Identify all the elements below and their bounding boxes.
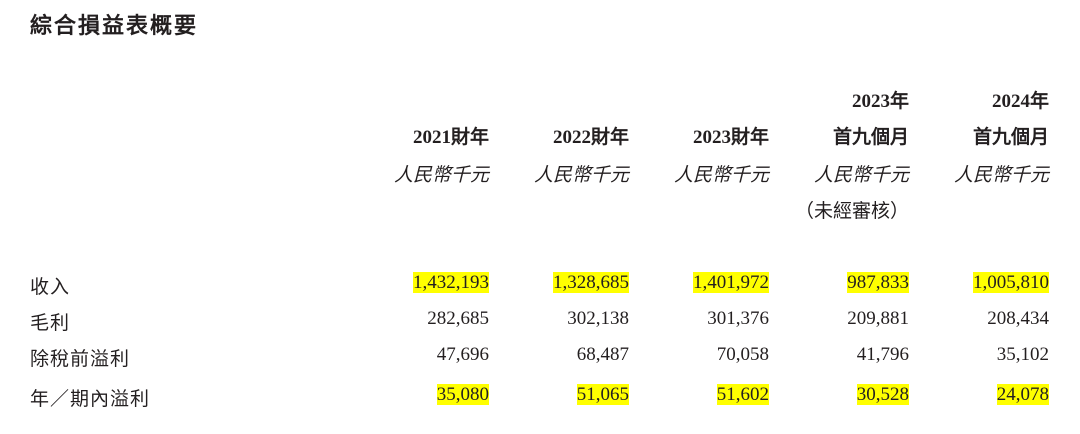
column-line2: 首九個月	[972, 127, 1049, 148]
cell-value: 301,376	[707, 308, 769, 329]
table-cell: 1,401,972	[569, 272, 769, 294]
row-label: 年／期內溢利	[30, 389, 151, 410]
column-unit: 人民幣千元	[393, 165, 489, 186]
column-note: （未經審核）	[794, 201, 909, 222]
cell-value: 51,602	[716, 384, 769, 405]
cell-value: 47,696	[436, 344, 489, 365]
cell-value: 208,434	[987, 308, 1049, 329]
cell-value: 68,487	[576, 344, 629, 365]
cell-value: 41,796	[856, 344, 909, 365]
column-line2: 2022財年	[552, 127, 629, 148]
table-cell: 302,138	[429, 308, 629, 330]
table-cell: 208,434	[849, 308, 1049, 330]
column-unit: 人民幣千元	[673, 165, 769, 186]
table-cell: 282,685	[289, 308, 489, 330]
column-line2: 2021財年	[412, 127, 489, 148]
column-header: 2023年首九個月人民幣千元 （未經審核）	[709, 0, 909, 434]
cell-value: 30,528	[856, 384, 909, 405]
column-header: 2024年首九個月人民幣千元	[849, 0, 1049, 434]
row-label: 除稅前溢利	[30, 349, 131, 370]
cell-value: 209,881	[847, 308, 909, 329]
cell-value: 987,833	[847, 272, 909, 293]
row-label: 收入	[30, 277, 71, 298]
column-header: 2021財年人民幣千元	[289, 0, 489, 434]
column-line2: 首九個月	[832, 127, 909, 148]
table-cell: 35,102	[849, 344, 1049, 366]
table-cell: 209,881	[709, 308, 909, 330]
cell-value: 35,080	[436, 384, 489, 405]
table-cell: 35,080	[289, 384, 489, 406]
cell-value: 1,432,193	[413, 272, 489, 293]
table-cell: 41,796	[709, 344, 909, 366]
column-line1: 2024年	[991, 91, 1049, 112]
cell-value: 302,138	[567, 308, 629, 329]
table-cell: 1,432,193	[289, 272, 489, 294]
table-cell: 51,602	[569, 384, 769, 406]
table-cell: 987,833	[709, 272, 909, 294]
column-unit: 人民幣千元	[813, 165, 909, 186]
cell-value: 1,401,972	[693, 272, 769, 293]
cell-value: 282,685	[427, 308, 489, 329]
column-header: 2022財年人民幣千元	[429, 0, 629, 434]
table-cell: 70,058	[569, 344, 769, 366]
table-cell: 1,005,810	[849, 272, 1049, 294]
cell-value: 70,058	[716, 344, 769, 365]
cell-value: 1,005,810	[973, 272, 1049, 293]
row-label: 毛利	[30, 313, 71, 334]
page-title: 綜合損益表概要	[30, 13, 199, 38]
table-cell: 51,065	[429, 384, 629, 406]
cell-value: 1,328,685	[553, 272, 629, 293]
column-unit: 人民幣千元	[533, 165, 629, 186]
column-line1: 2023年	[851, 91, 909, 112]
cell-value: 35,102	[996, 344, 1049, 365]
cell-value: 51,065	[576, 384, 629, 405]
column-unit: 人民幣千元	[953, 165, 1049, 186]
table-cell: 68,487	[429, 344, 629, 366]
column-header: 2023財年人民幣千元	[569, 0, 769, 434]
table-cell: 30,528	[709, 384, 909, 406]
table-cell: 24,078	[849, 384, 1049, 406]
table-cell: 1,328,685	[429, 272, 629, 294]
column-line2: 2023財年	[692, 127, 769, 148]
table-cell: 301,376	[569, 308, 769, 330]
table-cell: 47,696	[289, 344, 489, 366]
cell-value: 24,078	[996, 384, 1049, 405]
